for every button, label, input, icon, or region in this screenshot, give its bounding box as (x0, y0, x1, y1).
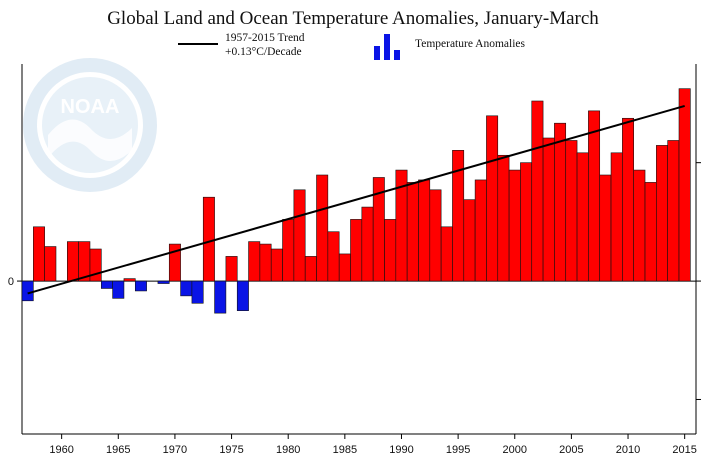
bar-1971 (180, 280, 193, 297)
x-tick-label-1970: 1970 (163, 444, 187, 456)
bar-1963 (89, 248, 102, 282)
bar-1981 (293, 189, 306, 282)
x-tick-label-2015: 2015 (672, 444, 696, 456)
bar-1997 (474, 179, 487, 282)
bar-2002 (531, 100, 544, 282)
bar-1980 (282, 219, 295, 282)
legend-bars-swatch-icon (374, 34, 400, 60)
bar-1993 (429, 189, 442, 282)
bar-1965 (112, 280, 125, 299)
x-tick-label-1975: 1975 (219, 444, 243, 456)
bar-1970 (168, 243, 181, 282)
bar-2001 (520, 162, 533, 282)
bar-1987 (361, 206, 374, 282)
bar-2005 (565, 140, 578, 282)
y-tick-label-0: 0 (8, 276, 14, 288)
bar-1972 (191, 280, 204, 304)
bar-1989 (384, 219, 397, 282)
bar-1959 (44, 246, 57, 282)
legend-trend-swatch (178, 43, 218, 45)
bar-1957 (21, 280, 34, 302)
bar-2004 (554, 122, 567, 282)
bar-2014 (667, 140, 680, 282)
bar-1984 (327, 231, 340, 282)
bar-2011 (633, 169, 646, 282)
bar-1991 (406, 182, 419, 282)
bar-2013 (656, 145, 668, 282)
bar-1977 (248, 241, 261, 282)
bar-1985 (338, 253, 351, 282)
x-tick-label-1965: 1965 (106, 444, 130, 456)
legend-anomalies-label: Temperature Anomalies (415, 38, 526, 50)
bar-2000 (508, 169, 521, 282)
bar-1994 (440, 226, 453, 282)
x-tick-label-2005: 2005 (559, 444, 583, 456)
x-tick-label-1980: 1980 (276, 444, 300, 456)
legend-trend-label-line2: +0.13°C/Decade (225, 46, 302, 58)
legend-trend-label: 1957-2015 Trend +0.13°C/Decade (225, 31, 305, 59)
bar-2003 (542, 137, 555, 282)
bar-1978 (259, 243, 272, 282)
bar-2015 (678, 88, 691, 282)
bar-1992 (418, 179, 431, 282)
bar-2006 (576, 152, 589, 282)
bar-1969 (157, 280, 170, 284)
bar-1958 (33, 226, 45, 282)
x-axis: 1960 1965 1970 1975 1980 1985 1990 1995 2000 2005… (49, 434, 697, 456)
x-tick-label-1985: 1985 (333, 444, 357, 456)
bar-1966 (123, 278, 136, 282)
bar-2012 (644, 182, 657, 282)
bar-1998 (486, 115, 499, 282)
bar-1982 (304, 256, 317, 282)
bars-series (21, 88, 691, 314)
bar-1961 (67, 241, 79, 282)
bar-1976 (236, 280, 249, 311)
x-tick-label-2000: 2000 (503, 444, 527, 456)
bar-1999 (497, 154, 510, 282)
chart-title: Global Land and Ocean Temperature Anomal… (107, 8, 599, 29)
bar-2010 (622, 117, 634, 282)
trend-series (27, 104, 685, 295)
legend-trend-label-line1: 1957-2015 Trend (225, 32, 305, 44)
y-axis: 0 (8, 162, 701, 400)
x-tick-label-1995: 1995 (446, 444, 470, 456)
bar-1964 (100, 280, 113, 289)
bar-2008 (599, 174, 612, 282)
trend-line (27, 104, 685, 295)
bar-1975 (225, 256, 238, 282)
bar-1973 (202, 196, 215, 282)
bar-1986 (350, 219, 363, 282)
bar-1983 (316, 174, 329, 282)
noaa-logo-watermark: NOAA (23, 58, 157, 192)
bar-1996 (463, 199, 476, 282)
x-tick-label-2010: 2010 (616, 444, 640, 456)
x-tick-label-1960: 1960 (49, 444, 73, 456)
bar-2007 (588, 110, 601, 282)
bar-1974 (214, 280, 227, 314)
bar-1967 (134, 280, 147, 292)
bar-1979 (270, 248, 283, 282)
x-tick-label-1990: 1990 (389, 444, 413, 456)
bar-2009 (610, 152, 623, 282)
noaa-logo-text: NOAA (61, 96, 120, 118)
